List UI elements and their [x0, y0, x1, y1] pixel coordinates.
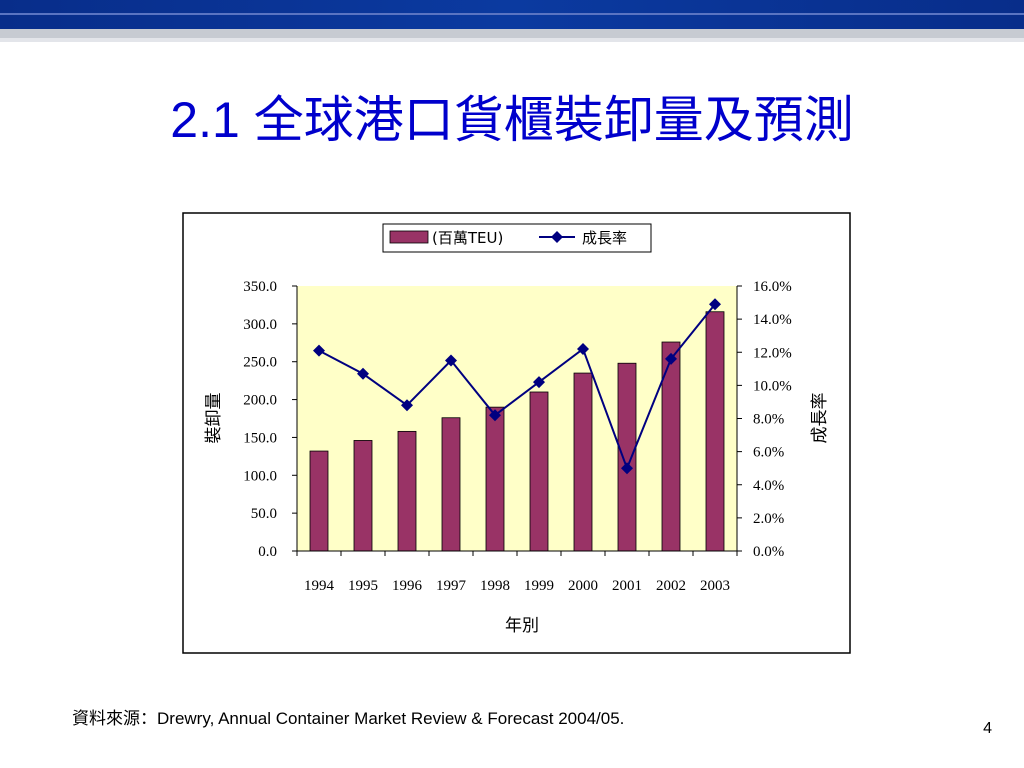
y-axis-title: 裝卸量 — [204, 393, 224, 444]
growth-point-1997 — [445, 354, 457, 367]
growth-point-1994 — [313, 344, 325, 357]
x-tick-label: 1997 — [436, 578, 467, 594]
x-tick-label: 2000 — [568, 578, 598, 594]
legend-line-label: 成長率 — [582, 229, 627, 247]
growth-point-1996 — [401, 399, 413, 412]
x-tick-label: 1996 — [392, 578, 423, 594]
legend-line-marker — [551, 231, 563, 243]
header-band — [0, 0, 1024, 42]
bar-2003 — [705, 311, 725, 552]
legend-bar-label: (百萬TEU) — [432, 229, 503, 247]
y-tick-label: 350.0 — [243, 279, 277, 295]
y-tick-label: 150.0 — [243, 430, 277, 446]
growth-point-1998 — [489, 409, 501, 422]
y-tick-label: 100.0 — [243, 468, 277, 484]
x-tick-label: 1995 — [348, 578, 378, 594]
bar-2001 — [617, 362, 637, 552]
growth-point-2002 — [665, 352, 677, 365]
x-tick-label: 2002 — [656, 578, 686, 594]
growth-point-2001 — [621, 462, 633, 475]
legend-bar-swatch — [389, 230, 429, 244]
growth-point-1995 — [357, 367, 369, 380]
x-tick-label: 1999 — [524, 578, 554, 594]
y2-tick-label: 16.0% — [753, 279, 792, 295]
y2-tick-label: 12.0% — [753, 345, 792, 361]
bar-1998 — [485, 406, 505, 552]
bar-1994 — [309, 450, 329, 552]
y-tick-label: 200.0 — [243, 393, 277, 409]
x-axis-title: 年別 — [505, 616, 539, 636]
growth-point-2003 — [709, 298, 721, 311]
page-number: 4 — [983, 720, 992, 737]
y-tick-label: 0.0 — [258, 544, 277, 560]
y2-tick-label: 6.0% — [753, 445, 784, 461]
y2-tick-label: 0.0% — [753, 544, 784, 560]
y2-tick-label: 8.0% — [753, 412, 784, 428]
slide-title: 2.1 全球港口貨櫃裝卸量及預測 — [170, 92, 854, 148]
y2-tick-label: 14.0% — [753, 312, 792, 328]
x-tick-label: 1994 — [304, 578, 335, 594]
growth-point-1999 — [533, 376, 545, 389]
x-tick-label: 2003 — [700, 578, 730, 594]
bar-2000 — [573, 372, 593, 552]
growth-rate-line — [318, 303, 716, 471]
x-tick-label: 1998 — [480, 578, 510, 594]
y-tick-label: 300.0 — [243, 317, 277, 333]
bar-1999 — [529, 391, 549, 552]
y2-tick-label: 4.0% — [753, 478, 784, 494]
y2-tick-label: 2.0% — [753, 511, 784, 527]
y-tick-label: 50.0 — [251, 506, 277, 522]
y2-axis-title: 成長率 — [810, 393, 830, 444]
bar-1996 — [397, 430, 417, 552]
bar-1995 — [353, 440, 373, 552]
y2-tick-label: 10.0% — [753, 378, 792, 394]
y-tick-label: 250.0 — [243, 355, 277, 371]
growth-point-2000 — [577, 342, 589, 355]
bar-1997 — [441, 417, 461, 552]
source-note: 資料來源：Drewry, Annual Container Market Rev… — [72, 709, 625, 728]
x-tick-label: 2001 — [612, 578, 642, 594]
